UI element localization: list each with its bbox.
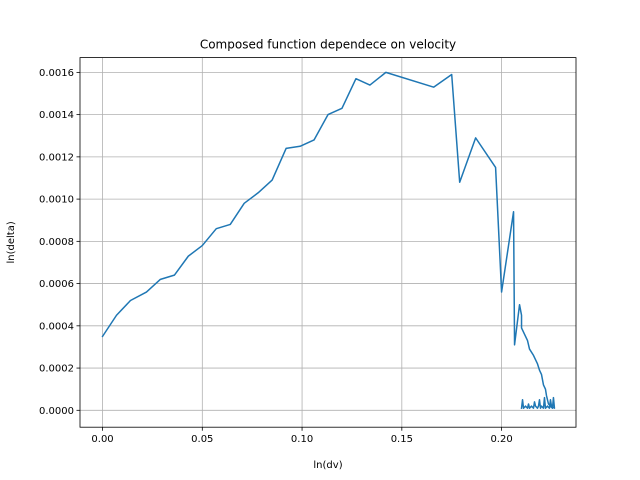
plot-frame <box>79 57 577 428</box>
series-layer <box>101 71 556 410</box>
y-tick-label: 0.0000 <box>39 406 74 417</box>
x-tick-label: 0.15 <box>391 434 413 445</box>
y-tick-label: 0.0012 <box>39 152 74 163</box>
y-tick-label: 0.0004 <box>39 321 74 332</box>
y-tick-label: 0.0002 <box>39 364 74 375</box>
y-tick-label: 0.0014 <box>39 110 74 121</box>
y-tick-label: 0.0016 <box>39 68 74 79</box>
y-tick-label: 0.0006 <box>39 279 74 290</box>
x-axis-label: ln(dv) <box>313 460 342 471</box>
x-tick-label: 0.00 <box>91 434 113 445</box>
series-line <box>101 71 556 410</box>
x-tick-label: 0.10 <box>291 434 313 445</box>
ticks: 0.00 0.05 0.10 0.15 0.20 0.0000 0.0002 0.0004 0.… <box>39 68 513 445</box>
y-tick-label: 0.0010 <box>39 195 74 206</box>
y-axis-label: ln(delta) <box>6 221 17 263</box>
chart-title: Composed function dependece on velocity <box>200 38 456 52</box>
x-tick-label: 0.05 <box>191 434 213 445</box>
grid <box>80 57 576 428</box>
y-tick-label: 0.0008 <box>39 237 74 248</box>
x-tick-label: 0.20 <box>490 434 512 445</box>
